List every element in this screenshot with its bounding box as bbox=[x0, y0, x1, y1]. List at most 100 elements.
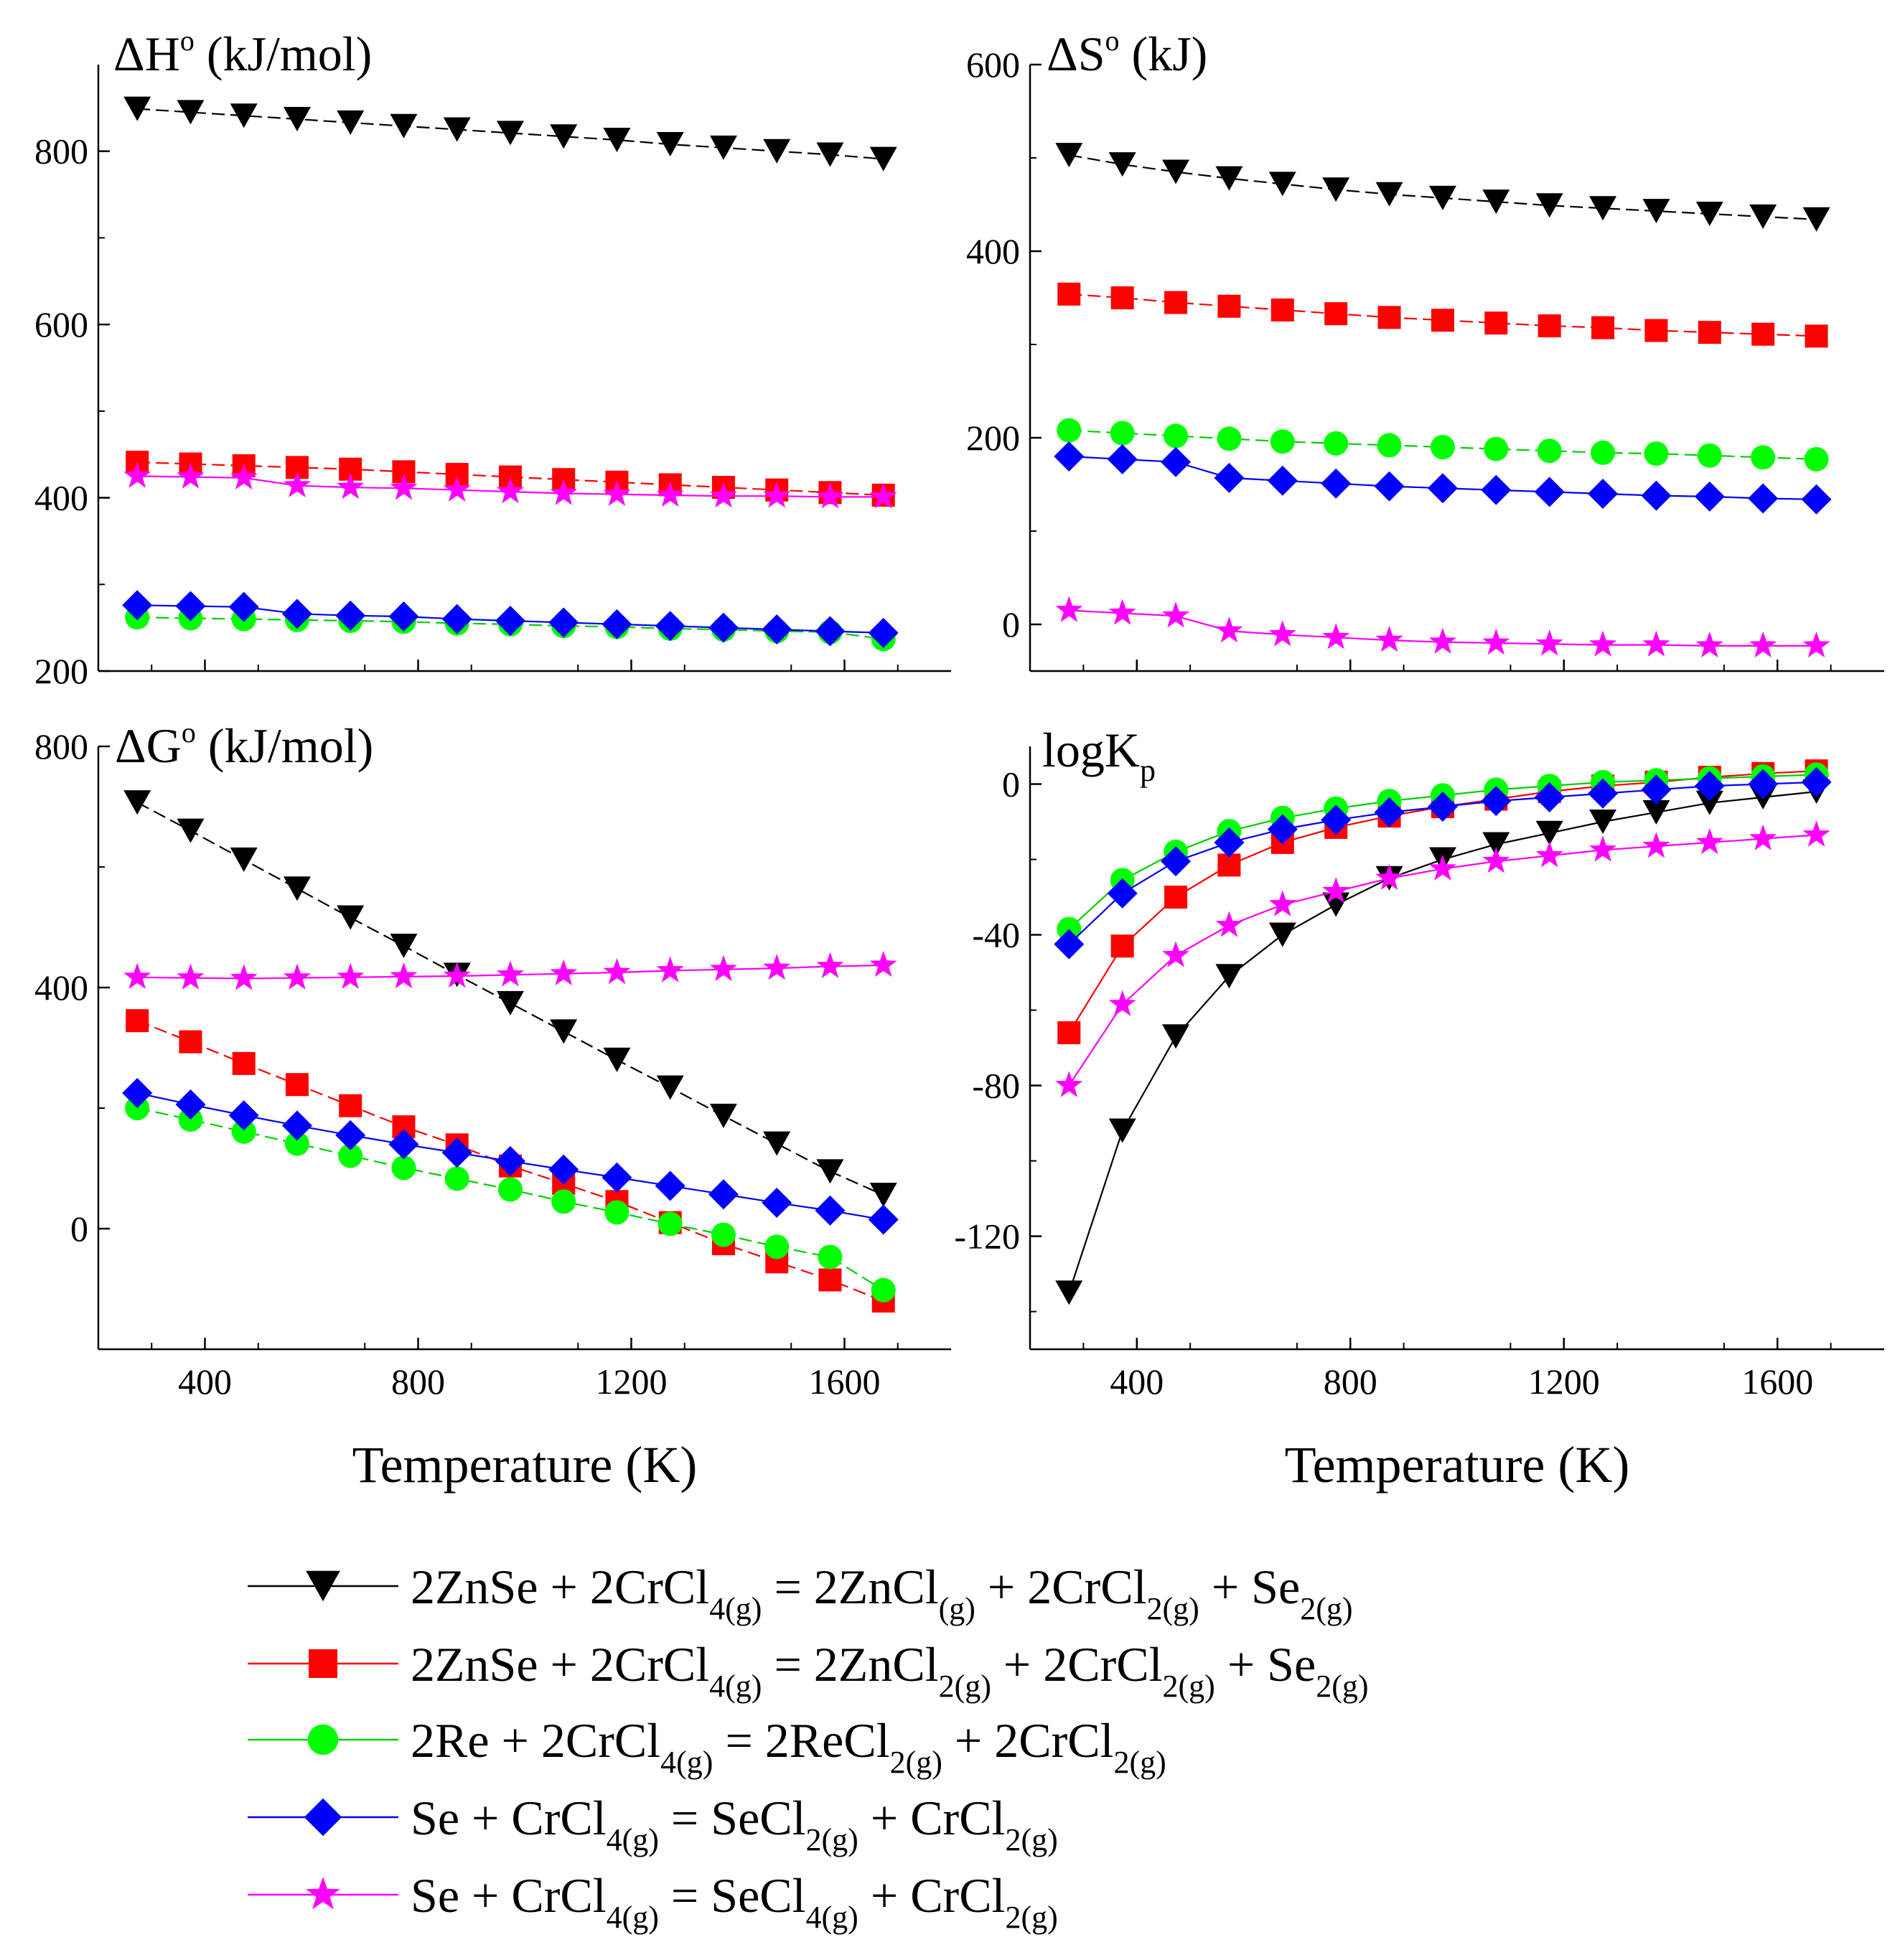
data-point bbox=[1534, 477, 1565, 507]
data-point bbox=[1697, 443, 1722, 468]
data-point bbox=[1161, 846, 1192, 877]
data-point bbox=[1108, 599, 1136, 625]
panel-title: ΔHo (kJ/mol) bbox=[113, 24, 372, 81]
data-point bbox=[1217, 426, 1242, 451]
data-point bbox=[1055, 596, 1083, 622]
data-point bbox=[869, 146, 897, 172]
series-5 bbox=[123, 461, 897, 509]
data-point bbox=[1110, 934, 1134, 958]
data-point bbox=[1535, 629, 1563, 656]
data-point bbox=[1428, 854, 1456, 881]
series-line bbox=[136, 802, 884, 1196]
panel-title: logKp bbox=[1042, 723, 1156, 788]
legend-subscript: 4(g) bbox=[806, 1900, 858, 1935]
x-tick-label: 800 bbox=[1324, 1361, 1377, 1402]
data-point bbox=[390, 113, 418, 139]
y-tick-label: 800 bbox=[34, 131, 88, 172]
legend-item-4: Se + CrCl4(g) = SeCl2(g) + CrCl2(g) bbox=[248, 1791, 1058, 1857]
data-point bbox=[1535, 820, 1563, 845]
data-point bbox=[283, 107, 311, 132]
data-point bbox=[1749, 824, 1777, 850]
data-point bbox=[1322, 177, 1350, 202]
data-point bbox=[1644, 441, 1669, 466]
data-point bbox=[656, 956, 684, 983]
data-point bbox=[1054, 441, 1085, 472]
data-point bbox=[1324, 302, 1348, 326]
data-point bbox=[1591, 316, 1615, 339]
data-point bbox=[1538, 314, 1561, 337]
series-1 bbox=[1055, 143, 1830, 232]
data-point bbox=[763, 482, 791, 508]
series-1 bbox=[123, 790, 897, 1207]
series-3 bbox=[125, 1096, 896, 1303]
legend-item-2: 2ZnSe + 2CrCl4(g) = 2ZnCl2(g) + 2CrCl2(g… bbox=[248, 1637, 1369, 1704]
legend-label: Se + CrCl4(g) = SeCl4(g) + CrCl2(g) bbox=[411, 1868, 1058, 1935]
y-tick-label: 0 bbox=[1002, 764, 1020, 805]
data-point bbox=[763, 954, 791, 980]
data-point bbox=[1375, 626, 1403, 652]
y-tick-label: 600 bbox=[34, 304, 88, 344]
data-point bbox=[228, 1100, 259, 1131]
data-point bbox=[496, 121, 524, 146]
data-point bbox=[816, 952, 844, 978]
data-point bbox=[335, 1120, 366, 1150]
data-point bbox=[1270, 429, 1295, 454]
data-point bbox=[550, 479, 578, 505]
data-point bbox=[1589, 196, 1617, 221]
data-point bbox=[1644, 319, 1668, 342]
data-point bbox=[603, 958, 631, 985]
data-point bbox=[177, 462, 205, 489]
data-point bbox=[388, 601, 419, 632]
data-point bbox=[1537, 439, 1562, 464]
data-point bbox=[123, 962, 151, 989]
data-point bbox=[1484, 311, 1508, 335]
data-point bbox=[763, 139, 791, 164]
legend-subscript: 2(g) bbox=[1147, 1591, 1199, 1626]
legend-subscript: (g) bbox=[939, 1591, 975, 1626]
data-point bbox=[1534, 782, 1565, 812]
data-point bbox=[1695, 790, 1723, 815]
data-point bbox=[1110, 421, 1135, 446]
data-point bbox=[1748, 483, 1779, 514]
legend-marker-shape bbox=[307, 1724, 339, 1755]
data-point bbox=[603, 479, 631, 506]
data-point bbox=[1374, 797, 1405, 827]
legend-marker bbox=[307, 1724, 339, 1755]
panel-title-main: logK bbox=[1042, 723, 1140, 777]
series-4 bbox=[122, 590, 899, 648]
data-point bbox=[1267, 465, 1298, 496]
panel-title-sub: p bbox=[1140, 753, 1156, 788]
data-point bbox=[550, 959, 578, 985]
data-point bbox=[175, 591, 206, 622]
data-point bbox=[1321, 805, 1352, 835]
legend: 2ZnSe + 2CrCl4(g) = 2ZnCl(g) + 2CrCl2(g)… bbox=[248, 1560, 1369, 1935]
data-point bbox=[281, 1110, 312, 1141]
data-point bbox=[1801, 484, 1832, 515]
data-point bbox=[656, 1075, 684, 1100]
legend-subscript: 2(g) bbox=[1300, 1591, 1352, 1626]
data-point bbox=[548, 607, 579, 638]
legend-label: Se + CrCl4(g) = SeCl2(g) + CrCl2(g) bbox=[411, 1791, 1058, 1857]
data-point bbox=[1108, 990, 1136, 1016]
data-point bbox=[122, 590, 153, 621]
series-4 bbox=[1054, 766, 1832, 960]
panel-title-sup: o bbox=[1105, 24, 1120, 57]
legend-subscript: 2(g) bbox=[806, 1822, 858, 1857]
data-point bbox=[1589, 835, 1617, 862]
data-point bbox=[1589, 630, 1617, 657]
data-point bbox=[1802, 631, 1830, 658]
y-tick-label: 0 bbox=[1002, 604, 1020, 644]
data-point bbox=[177, 963, 205, 990]
x-tick-label: 400 bbox=[1110, 1361, 1164, 1402]
panel-1: 200 400 600 800 ΔHo (kJ/mol) bbox=[34, 24, 951, 691]
legend-item-5: Se + CrCl4(g) = SeCl4(g) + CrCl2(g) bbox=[248, 1868, 1058, 1935]
data-point bbox=[1694, 771, 1725, 802]
data-point bbox=[1162, 1024, 1190, 1049]
data-point bbox=[1107, 444, 1138, 474]
data-point bbox=[548, 1154, 579, 1185]
y-tick-label: 400 bbox=[966, 231, 1020, 271]
legend-text: = 2ReCl bbox=[713, 1713, 889, 1768]
data-point bbox=[708, 1179, 739, 1210]
data-point bbox=[1482, 189, 1510, 215]
